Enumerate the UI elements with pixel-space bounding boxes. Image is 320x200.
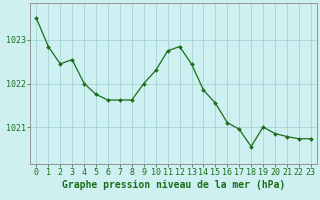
X-axis label: Graphe pression niveau de la mer (hPa): Graphe pression niveau de la mer (hPa) xyxy=(62,180,285,190)
